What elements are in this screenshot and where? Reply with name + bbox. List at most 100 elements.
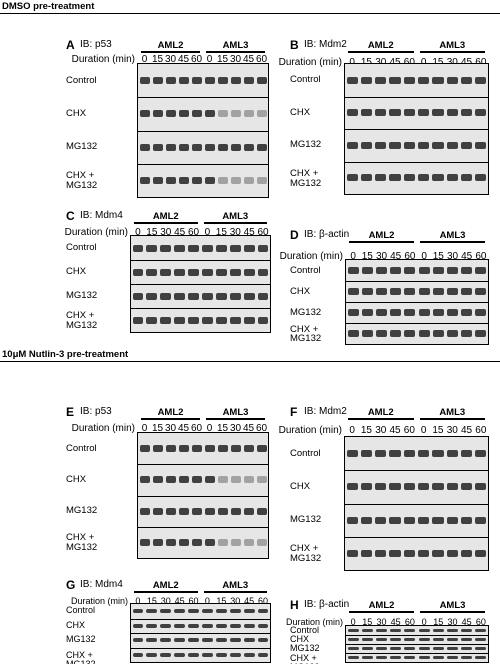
row-label: Control <box>66 242 97 253</box>
band <box>403 174 415 182</box>
band <box>389 174 401 182</box>
row-label: MG132 <box>290 514 322 526</box>
row-label: CHX + MG132 <box>66 310 98 331</box>
band <box>404 309 416 316</box>
duration-value: 0 <box>421 617 427 627</box>
band <box>229 638 241 643</box>
band <box>188 609 199 614</box>
band <box>178 507 189 515</box>
band <box>217 538 228 546</box>
band <box>404 629 416 632</box>
band <box>243 476 254 484</box>
row-label: Control <box>290 447 321 459</box>
band <box>230 110 241 118</box>
band <box>174 268 186 276</box>
band <box>475 288 487 295</box>
band <box>243 652 255 657</box>
band <box>404 638 416 641</box>
band <box>188 623 199 628</box>
band <box>191 176 202 184</box>
band <box>191 445 202 453</box>
band <box>132 268 144 276</box>
band <box>146 316 158 324</box>
band <box>202 292 213 300</box>
duration-value: 15 <box>215 227 227 238</box>
band <box>460 483 473 491</box>
band <box>160 609 172 614</box>
duration-value: 0 <box>141 423 148 434</box>
duration-value: 45 <box>244 596 255 606</box>
antibody-label: IB: p53 <box>80 39 112 50</box>
band <box>475 638 487 641</box>
band <box>257 292 269 300</box>
duration-label: Duration (min) <box>279 251 343 262</box>
duration-value: 15 <box>361 251 373 262</box>
duration-value: 45 <box>460 57 473 68</box>
band <box>191 77 202 85</box>
antibody-label: IB: Mdm4 <box>80 210 123 221</box>
band <box>403 141 415 149</box>
band <box>432 330 444 337</box>
band <box>174 292 186 300</box>
band <box>461 629 473 632</box>
band <box>360 549 373 557</box>
duration-value: 30 <box>375 251 388 262</box>
band <box>215 638 227 643</box>
band <box>432 450 444 458</box>
panel-letter: E <box>66 405 75 419</box>
band <box>256 476 267 484</box>
band <box>389 141 401 149</box>
band <box>418 549 430 557</box>
band <box>132 638 144 643</box>
band <box>243 638 255 643</box>
band <box>204 445 215 453</box>
row-label: MG132 <box>66 505 98 517</box>
row-label: CHX + MG132 <box>290 323 322 345</box>
band <box>404 267 416 274</box>
band <box>390 647 402 650</box>
band <box>347 330 359 337</box>
band <box>256 143 267 151</box>
band <box>475 141 487 149</box>
duration-value: 0 <box>135 596 141 606</box>
band <box>375 450 387 458</box>
band <box>460 549 473 557</box>
band <box>460 109 473 117</box>
band <box>346 450 358 458</box>
panel-letter: A <box>66 38 75 52</box>
band <box>229 623 241 628</box>
band <box>404 647 416 650</box>
group-underline <box>420 241 485 243</box>
band <box>418 656 430 659</box>
section-rule <box>0 13 500 14</box>
group-label: AML3 <box>222 580 249 591</box>
band <box>215 652 227 657</box>
band <box>191 507 202 515</box>
duration-label: Duration (min) <box>64 227 128 238</box>
duration-value: 0 <box>420 57 427 68</box>
band <box>403 549 415 557</box>
band <box>375 109 387 117</box>
row-label: MG132 <box>66 290 98 301</box>
band <box>461 656 473 659</box>
band <box>146 292 158 300</box>
antibody-label: IB: Mdm2 <box>304 39 347 50</box>
band <box>174 623 186 628</box>
band <box>389 516 401 524</box>
band <box>243 538 254 546</box>
band <box>460 76 473 84</box>
duration-value: 0 <box>206 423 213 434</box>
band <box>375 330 388 337</box>
band <box>178 538 189 546</box>
band <box>418 141 430 149</box>
duration-value: 60 <box>190 54 203 65</box>
panel-letter: C <box>66 209 75 223</box>
group-label: AML2 <box>157 407 184 418</box>
duration-value: 30 <box>446 425 458 436</box>
band <box>375 309 388 316</box>
band <box>217 476 228 484</box>
duration-value: 15 <box>432 425 444 436</box>
band <box>475 516 487 524</box>
duration-value: 0 <box>350 251 356 262</box>
row-label: CHX + MG132 <box>66 170 98 192</box>
